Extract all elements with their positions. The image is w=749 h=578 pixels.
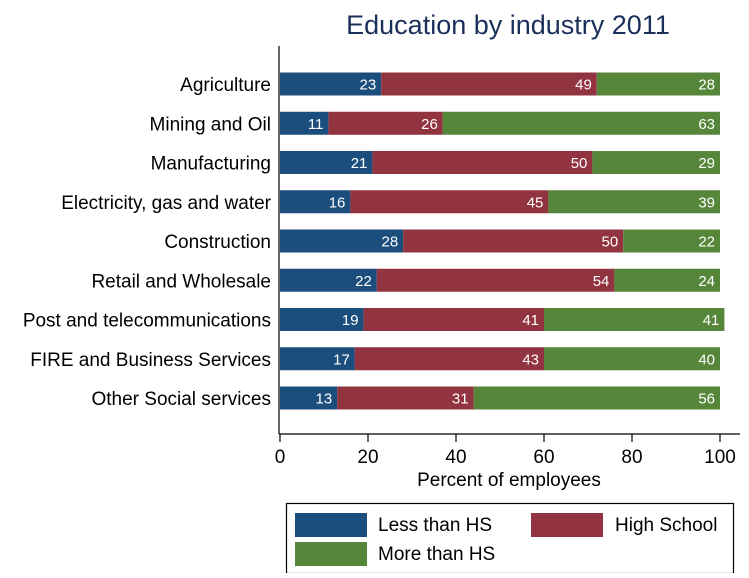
- legend: Less than HS High School More than HS: [285, 502, 735, 575]
- bar-less-than-hs-other-social-services: [280, 386, 338, 410]
- bar-less-than-hs-construction: [280, 229, 404, 253]
- legend-label-less-than-hs: Less than HS: [378, 515, 492, 536]
- bar-more-than-hs-electricity-gas-and-water: [548, 190, 720, 214]
- bars-layer: 23 49 28 11 26 63 21 50 29 16 45 39 28 50 22 22 54 24 19 41…: [280, 72, 725, 410]
- x-tick-label: 20: [357, 447, 378, 468]
- bar-value-label: 63: [698, 116, 715, 133]
- bar-less-than-hs-fire-and-business-services: [280, 347, 355, 371]
- bar-value-label: 43: [522, 351, 539, 368]
- bar-value-label: 56: [698, 391, 715, 408]
- bar-value-label: 22: [698, 234, 715, 251]
- bar-high-school-retail-and-wholesale: [376, 268, 615, 292]
- bar-value-label: 39: [698, 194, 715, 211]
- bar-high-school-other-social-services: [337, 386, 474, 410]
- category-label-other-social-services: Other Social services: [91, 389, 271, 410]
- bar-high-school-fire-and-business-services: [354, 347, 544, 371]
- bar-high-school-electricity-gas-and-water: [350, 190, 549, 214]
- bar-high-school-agriculture: [381, 72, 597, 96]
- x-tick-label: 100: [704, 447, 736, 468]
- bar-more-than-hs-construction: [623, 229, 720, 253]
- bar-value-label: 28: [382, 234, 399, 251]
- bar-less-than-hs-retail-and-wholesale: [280, 268, 377, 292]
- bar-less-than-hs-mining-and-oil: [280, 111, 329, 135]
- legend-swatch-high-school: [531, 513, 603, 537]
- bar-value-label: 41: [522, 312, 539, 329]
- bar-less-than-hs-post-and-telecommunications: [280, 308, 364, 331]
- bar-value-label: 17: [333, 351, 350, 368]
- category-label-manufacturing: Manufacturing: [151, 154, 271, 175]
- bar-more-than-hs-agriculture: [596, 72, 720, 96]
- bar-value-label: 31: [452, 391, 469, 408]
- bar-less-than-hs-electricity-gas-and-water: [280, 190, 351, 214]
- bar-high-school-post-and-telecommunications: [363, 308, 544, 331]
- legend-label-more-than-hs: More than HS: [378, 544, 495, 565]
- bar-high-school-mining-and-oil: [328, 111, 443, 135]
- category-label-electricity-gas-and-water: Electricity, gas and water: [61, 193, 271, 214]
- bar-more-than-hs-mining-and-oil: [442, 111, 720, 135]
- x-axis-label: Percent of employees: [417, 470, 601, 491]
- bar-more-than-hs-fire-and-business-services: [544, 347, 720, 371]
- category-label-agriculture: Agriculture: [180, 75, 271, 96]
- bar-high-school-manufacturing: [372, 151, 593, 174]
- bar-value-label: 45: [527, 194, 544, 211]
- bar-value-label: 41: [703, 312, 720, 329]
- legend-swatch-less-than-hs: [295, 513, 367, 537]
- bar-value-label: 21: [351, 155, 368, 172]
- bar-less-than-hs-agriculture: [280, 72, 382, 96]
- bar-value-label: 13: [316, 391, 333, 408]
- bar-high-school-construction: [403, 229, 624, 253]
- legend-swatch-more-than-hs: [295, 542, 367, 566]
- legend-label-high-school: High School: [615, 515, 717, 536]
- bar-value-label: 24: [698, 273, 715, 290]
- bar-value-label: 50: [602, 234, 619, 251]
- x-tick-label: 0: [275, 447, 286, 468]
- bar-value-label: 16: [329, 194, 346, 211]
- bar-value-label: 40: [698, 351, 715, 368]
- bar-value-label: 26: [421, 116, 438, 133]
- bar-value-label: 28: [698, 77, 715, 94]
- x-tick-label: 60: [533, 447, 554, 468]
- category-label-fire-and-business-services: FIRE and Business Services: [30, 350, 271, 371]
- x-tick-label: 40: [445, 447, 466, 468]
- category-label-construction: Construction: [164, 232, 271, 253]
- chart-title: Education by industry 2011: [346, 10, 670, 40]
- category-label-post-and-telecommunications: Post and telecommunications: [23, 311, 271, 332]
- x-tick-label: 80: [621, 447, 642, 468]
- bar-value-label: 54: [593, 273, 610, 290]
- bar-more-than-hs-post-and-telecommunications: [544, 308, 725, 331]
- bar-less-than-hs-manufacturing: [280, 151, 373, 174]
- bar-value-label: 11: [308, 116, 324, 133]
- category-label-retail-and-wholesale: Retail and Wholesale: [91, 271, 271, 292]
- bar-value-label: 22: [355, 273, 372, 290]
- bar-value-label: 19: [342, 312, 359, 329]
- axis-layer: Agriculture Mining and Oil Manufacturing El…: [23, 46, 740, 468]
- bar-value-label: 50: [571, 155, 588, 172]
- bar-value-label: 49: [575, 77, 592, 94]
- bar-value-label: 29: [698, 155, 715, 172]
- bar-value-label: 23: [360, 77, 377, 94]
- bar-more-than-hs-manufacturing: [592, 151, 720, 174]
- bar-more-than-hs-other-social-services: [473, 386, 720, 410]
- category-label-mining-and-oil: Mining and Oil: [150, 114, 271, 135]
- bar-more-than-hs-retail-and-wholesale: [614, 268, 720, 292]
